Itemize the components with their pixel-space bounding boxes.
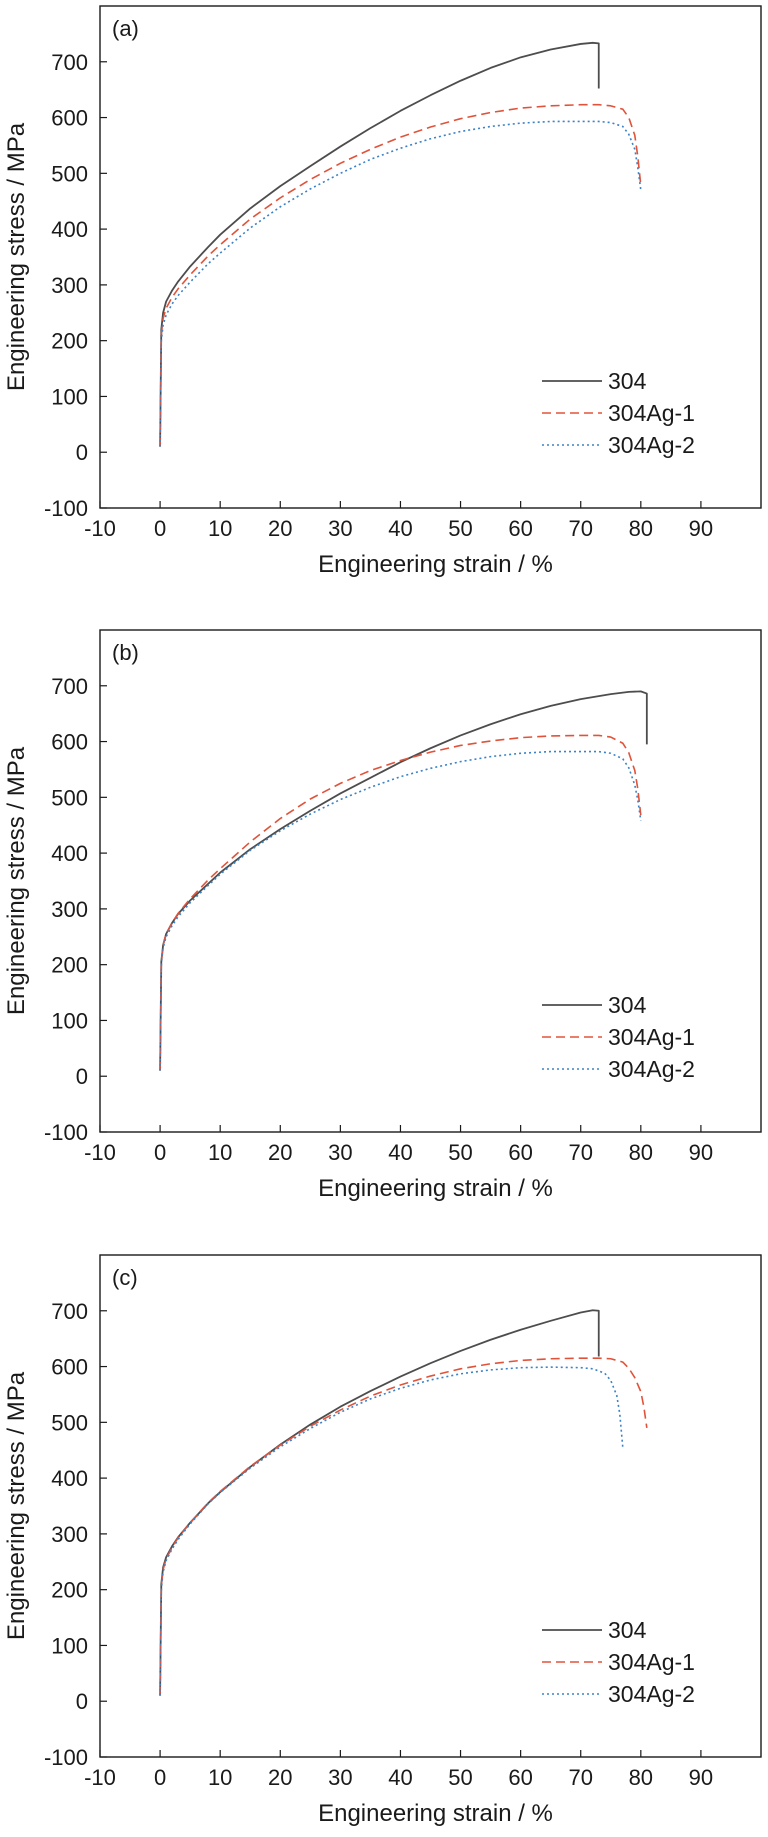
x-tick-label: 20 <box>268 516 292 541</box>
plot-frame <box>99 5 762 509</box>
y-tick-label: 700 <box>51 674 88 699</box>
legend-label: 304Ag-2 <box>608 1681 695 1707</box>
y-tick-label: -100 <box>44 1120 88 1145</box>
x-tick-label: 70 <box>568 516 592 541</box>
series-line-304 <box>159 1309 600 1696</box>
legend-label: 304 <box>608 992 647 1018</box>
y-tick-label: 500 <box>51 161 88 186</box>
series-line-304ag-2 <box>159 1366 624 1696</box>
x-tick-label: 0 <box>154 1140 166 1165</box>
x-tick-label: -10 <box>84 516 116 541</box>
y-tick-label: 100 <box>51 1633 88 1658</box>
x-tick-label: 40 <box>388 516 412 541</box>
plot-frame <box>99 629 762 1133</box>
legend-label: 304 <box>608 1617 647 1643</box>
x-tick-label: 70 <box>568 1765 592 1790</box>
legend: 304 304Ag-1 304Ag-2 <box>542 992 695 1082</box>
y-tick-label: 0 <box>76 1064 88 1089</box>
x-tick-label: 20 <box>268 1765 292 1790</box>
series-line-304ag-2 <box>159 120 642 447</box>
chart-panel-1: (a)-10 0 10 20 30 40 50 60 70 80 90-10001002003004… <box>3 5 762 578</box>
y-tick-label: 100 <box>51 384 88 409</box>
series-line-304ag-1 <box>159 1357 648 1696</box>
series-line-304ag-1 <box>159 103 642 447</box>
y-tick-label: 300 <box>51 1522 88 1547</box>
panel-label: (c) <box>112 1265 138 1290</box>
y-tick-label: 200 <box>51 329 88 354</box>
y-tick-label: 600 <box>51 1355 88 1380</box>
y-tick-label: 400 <box>51 841 88 866</box>
y-tick-label: 600 <box>51 106 88 131</box>
x-tick-label: 60 <box>508 1140 532 1165</box>
y-tick-label: 300 <box>51 273 88 298</box>
legend: 304 304Ag-1 304Ag-2 <box>542 1617 695 1707</box>
y-tick-label: 200 <box>51 953 88 978</box>
x-tick-label: 90 <box>689 516 713 541</box>
x-tick-label: 70 <box>568 1140 592 1165</box>
x-axis-title: Engineering strain / % <box>318 1175 553 1202</box>
legend-label: 304Ag-1 <box>608 1649 695 1675</box>
legend-label: 304 <box>608 368 647 394</box>
x-tick-label: 90 <box>689 1140 713 1165</box>
x-tick-label: 50 <box>448 1140 472 1165</box>
x-tick-label: 60 <box>508 1765 532 1790</box>
y-tick-label: 700 <box>51 50 88 75</box>
y-tick-label: 600 <box>51 730 88 755</box>
x-axis-title: Engineering strain / % <box>318 551 553 578</box>
series-line-304 <box>159 41 600 447</box>
y-axis-title: Engineering stress / MPa <box>3 746 30 1015</box>
y-tick-label: 400 <box>51 217 88 242</box>
plot-frame <box>99 1254 762 1758</box>
legend-label: 304Ag-1 <box>608 1024 695 1050</box>
legend: 304 304Ag-1 304Ag-2 <box>542 368 695 458</box>
legend-label: 304Ag-2 <box>608 432 695 458</box>
y-tick-label: -100 <box>44 1745 88 1770</box>
x-tick-label: 80 <box>629 1140 653 1165</box>
x-tick-label: 50 <box>448 1765 472 1790</box>
chart-panel-3: (c)-10 0 10 20 30 40 50 60 70 80 90-10001002003004… <box>3 1254 762 1827</box>
x-tick-label: -10 <box>84 1765 116 1790</box>
panel-label: (a) <box>112 16 139 41</box>
series-line-304 <box>159 690 648 1071</box>
y-tick-label: 400 <box>51 1466 88 1491</box>
x-tick-label: 30 <box>328 1140 352 1165</box>
series-line-304ag-2 <box>159 750 642 1071</box>
series-line-304ag-1 <box>159 734 642 1071</box>
x-tick-label: 60 <box>508 516 532 541</box>
legend-label: 304Ag-2 <box>608 1056 695 1082</box>
y-tick-label: 300 <box>51 897 88 922</box>
panel-label: (b) <box>112 640 139 665</box>
x-axis-title: Engineering strain / % <box>318 1800 553 1827</box>
chart-panel-2: (b)-10 0 10 20 30 40 50 60 70 80 90-10001002003004… <box>3 629 762 1202</box>
y-tick-label: 0 <box>76 440 88 465</box>
y-tick-label: 0 <box>76 1689 88 1714</box>
y-tick-label: 500 <box>51 785 88 810</box>
x-tick-label: 0 <box>154 516 166 541</box>
x-tick-label: 40 <box>388 1140 412 1165</box>
x-tick-label: 10 <box>208 516 232 541</box>
x-tick-label: 50 <box>448 516 472 541</box>
y-tick-label: 100 <box>51 1008 88 1033</box>
y-tick-label: 200 <box>51 1578 88 1603</box>
y-tick-label: 700 <box>51 1299 88 1324</box>
x-tick-label: 80 <box>629 1765 653 1790</box>
x-tick-label: 20 <box>268 1140 292 1165</box>
x-tick-label: 30 <box>328 516 352 541</box>
y-axis-title: Engineering stress / MPa <box>3 122 30 391</box>
y-tick-label: 500 <box>51 1410 88 1435</box>
x-tick-label: 90 <box>689 1765 713 1790</box>
legend-label: 304Ag-1 <box>608 400 695 426</box>
y-tick-label: -100 <box>44 496 88 521</box>
y-axis-title: Engineering stress / MPa <box>3 1371 30 1640</box>
x-tick-label: 40 <box>388 1765 412 1790</box>
x-tick-label: 10 <box>208 1765 232 1790</box>
x-tick-label: 10 <box>208 1140 232 1165</box>
x-tick-label: 80 <box>629 516 653 541</box>
x-tick-label: -10 <box>84 1140 116 1165</box>
x-tick-label: 0 <box>154 1765 166 1790</box>
x-tick-label: 30 <box>328 1765 352 1790</box>
